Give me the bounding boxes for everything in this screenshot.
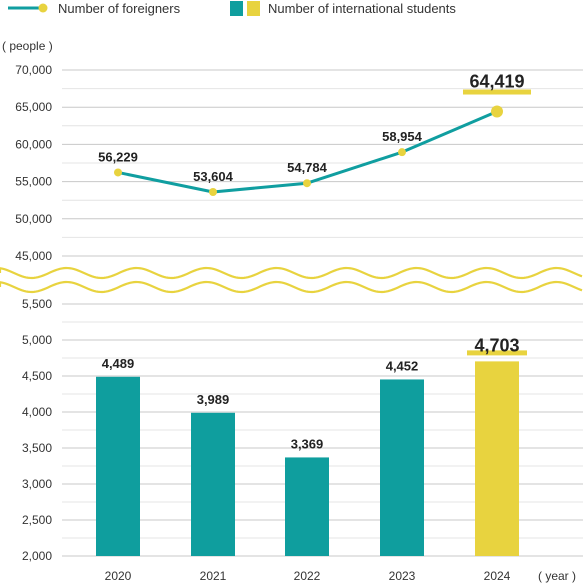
y-tick-label-lower: 3,500 — [22, 441, 52, 455]
y-tick-label-lower: 5,000 — [22, 333, 52, 347]
axis-break — [0, 262, 583, 298]
y-tick-label-lower: 4,500 — [22, 369, 52, 383]
y-tick-label-lower: 5,500 — [22, 297, 52, 311]
y-tick-label-lower: 2,500 — [22, 513, 52, 527]
axis-break-wave-top — [0, 266, 583, 280]
y-tick-label-upper: 70,000 — [15, 63, 52, 77]
highlight-underline-line — [463, 89, 531, 95]
bar-value-label-2021: 3,989 — [197, 392, 230, 407]
line-value-label-2020: 56,229 — [98, 149, 138, 164]
legend-bar-swatch-teal — [230, 1, 243, 16]
bar-2023 — [380, 379, 424, 556]
line-point-2021 — [209, 187, 217, 196]
y-tick-label-upper: 45,000 — [15, 249, 52, 263]
y-tick-label-lower: 3,000 — [22, 477, 52, 491]
y-axis-unit-label: ( people ) — [2, 39, 53, 53]
line-value-label-2024: 64,419 — [469, 72, 524, 92]
axis-break-gap — [0, 262, 583, 298]
line-point-2022 — [303, 179, 311, 188]
x-tick-label-2023: 2023 — [389, 569, 416, 583]
y-tick-label-lower: 4,000 — [22, 405, 52, 419]
y-tick-label-upper: 60,000 — [15, 137, 52, 151]
bar-value-label-2020: 4,489 — [102, 356, 135, 371]
y-tick-labels: 45,000 50,000 55,000 60,000 65,000 70,000 2,00… — [15, 63, 52, 563]
bar-series: 4,489 3,989 3,369 4,452 4,703 — [96, 335, 527, 556]
line-point-2024 — [491, 105, 503, 118]
bar-2024 — [475, 361, 519, 556]
highlight-underline-bar — [467, 350, 527, 356]
y-tick-label-lower: 2,000 — [22, 549, 52, 563]
line-value-label-2021: 53,604 — [193, 169, 234, 184]
line-point-2020 — [114, 168, 122, 177]
x-tick-label-2021: 2021 — [200, 569, 227, 583]
x-axis-unit-label: ( year ) — [538, 569, 576, 583]
legend-label-students: Number of international students — [268, 1, 456, 16]
x-tick-labels: 2020 2021 2022 2023 2024 — [105, 569, 511, 583]
line-series: 56,229 53,604 54,784 58,954 64,419 — [98, 72, 531, 196]
line-value-label-2022: 54,784 — [287, 160, 328, 175]
bar-value-label-2024: 4,703 — [474, 335, 519, 355]
legend: Number of foreigners Number of internati… — [8, 1, 456, 16]
legend-label-foreigners: Number of foreigners — [58, 1, 181, 16]
y-tick-label-upper: 55,000 — [15, 175, 52, 189]
bar-2022 — [285, 457, 329, 556]
bar-2020 — [96, 376, 140, 556]
bar-2021 — [191, 412, 235, 556]
y-tick-label-upper: 50,000 — [15, 212, 52, 226]
y-tick-label-upper: 65,000 — [15, 100, 52, 114]
bar-value-label-2023: 4,452 — [386, 358, 419, 373]
legend-line-marker — [38, 3, 48, 13]
axis-break-wave-bottom — [0, 280, 583, 294]
bar-value-label-2022: 3,369 — [291, 436, 324, 451]
x-tick-label-2020: 2020 — [105, 569, 132, 583]
x-tick-label-2024: 2024 — [484, 569, 511, 583]
line-point-2023 — [398, 148, 406, 157]
line-value-label-2023: 58,954 — [382, 129, 423, 144]
x-tick-label-2022: 2022 — [294, 569, 321, 583]
legend-bar-swatch-yellow — [247, 1, 260, 16]
